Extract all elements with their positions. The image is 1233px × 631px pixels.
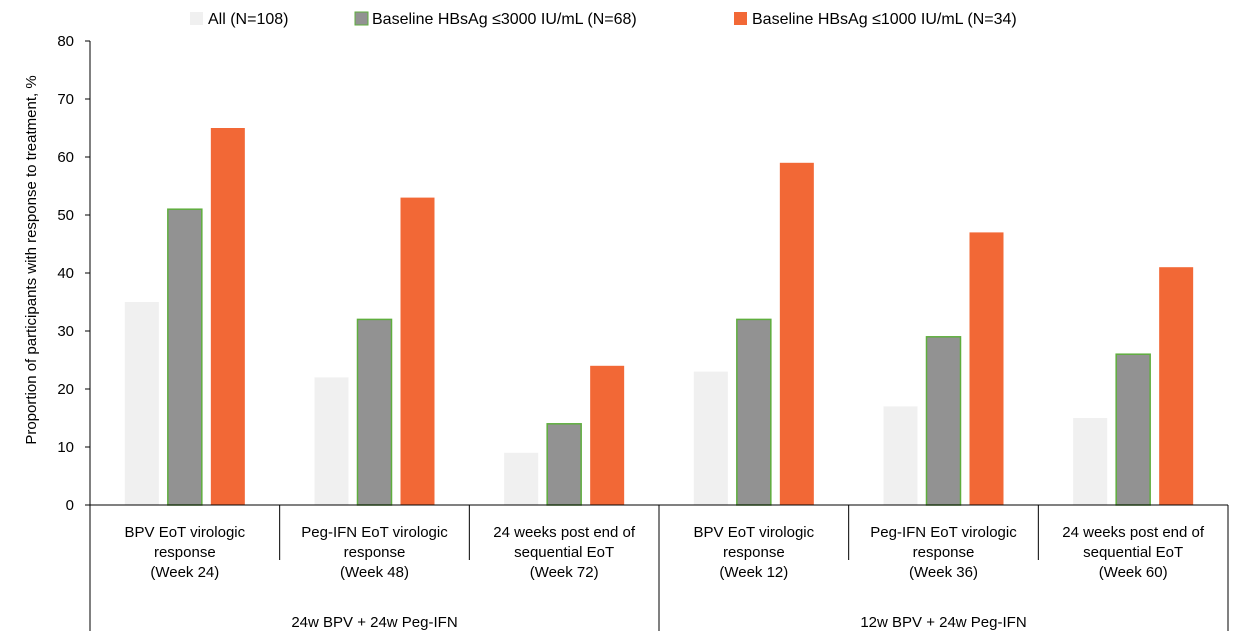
x-category-label-line: response: [344, 544, 406, 561]
x-category-label: Peg-IFN EoT virologic response (Week 36): [870, 524, 1017, 581]
x-category-label: 24 weeks post end of sequential EoT (Week …: [493, 524, 636, 581]
y-axis-label: Proportion of participants with response…: [23, 75, 40, 444]
x-category-label: BPV EoT virologic response (Week 24): [125, 524, 246, 581]
bar: [590, 365, 625, 505]
bar: [1073, 418, 1108, 505]
bar: [693, 371, 728, 505]
x-category-label-line: (Week 48): [340, 564, 409, 581]
legend-swatch: [190, 12, 203, 25]
legend-label: All (N=108): [208, 11, 288, 28]
x-category-label-line: sequential EoT: [1083, 544, 1183, 561]
bars: [124, 128, 1194, 506]
x-category-label-line: sequential EoT: [514, 544, 614, 561]
y-tick-label: 0: [66, 497, 74, 514]
bar: [883, 406, 918, 505]
y-tick-label: 40: [57, 265, 74, 282]
y-tick-label: 30: [57, 323, 74, 340]
bar: [546, 423, 582, 506]
x-category-label-line: response: [723, 544, 785, 561]
x-axis: BPV EoT virologic response (Week 24) Peg-IF…: [89, 504, 1229, 631]
y-tick-label: 10: [57, 439, 74, 456]
x-category-label-line: BPV EoT virologic: [694, 524, 815, 541]
bar: [1115, 353, 1151, 506]
x-category-label-line: (Week 36): [909, 564, 978, 581]
x-category-label-line: (Week 60): [1099, 564, 1168, 581]
legend-label: Baseline HBsAg ≤3000 IU/mL (N=68): [372, 11, 637, 28]
bar: [167, 208, 203, 506]
x-group-label: 12w BPV + 24w Peg-IFN: [860, 614, 1026, 631]
bar: [124, 302, 159, 505]
x-category-label-line: 24 weeks post end of: [1062, 524, 1205, 541]
x-category-label-line: (Week 12): [719, 564, 788, 581]
bar: [1159, 267, 1194, 505]
x-category-label-line: (Week 24): [150, 564, 219, 581]
bar: [925, 336, 962, 506]
x-category-label-line: Peg-IFN EoT virologic: [301, 524, 448, 541]
x-category-label-line: (Week 72): [530, 564, 599, 581]
legend: All (N=108) Baseline HBsAg ≤3000 IU/mL (N…: [190, 11, 1017, 28]
x-category-label: BPV EoT virologic response (Week 12): [694, 524, 815, 581]
legend-swatch: [734, 12, 747, 25]
bar: [314, 377, 349, 505]
x-category-label-line: response: [913, 544, 975, 561]
bar: [400, 197, 435, 505]
x-category-label: Peg-IFN EoT virologic response (Week 48): [301, 524, 448, 581]
y-axis: 0 10 20 30 40 50 60 70 80: [57, 33, 91, 514]
bar: [504, 452, 539, 505]
x-group-label: 24w BPV + 24w Peg-IFN: [291, 614, 457, 631]
y-tick-label: 60: [57, 149, 74, 166]
y-tick-label: 20: [57, 381, 74, 398]
x-category-label-line: 24 weeks post end of: [493, 524, 636, 541]
x-category-label: 24 weeks post end of sequential EoT (Week …: [1062, 524, 1205, 581]
legend-swatch: [354, 11, 369, 26]
y-tick-label: 50: [57, 207, 74, 224]
bar: [736, 318, 772, 506]
legend-label: Baseline HBsAg ≤1000 IU/mL (N=34): [752, 11, 1017, 28]
x-category-label-line: response: [154, 544, 216, 561]
bar: [779, 162, 814, 506]
y-tick-label: 80: [57, 33, 74, 50]
x-category-label-line: Peg-IFN EoT virologic: [870, 524, 1017, 541]
bar: [969, 232, 1004, 505]
x-category-label-line: BPV EoT virologic: [125, 524, 246, 541]
bar: [210, 128, 245, 505]
y-tick-label: 70: [57, 91, 74, 108]
bar: [356, 318, 393, 506]
